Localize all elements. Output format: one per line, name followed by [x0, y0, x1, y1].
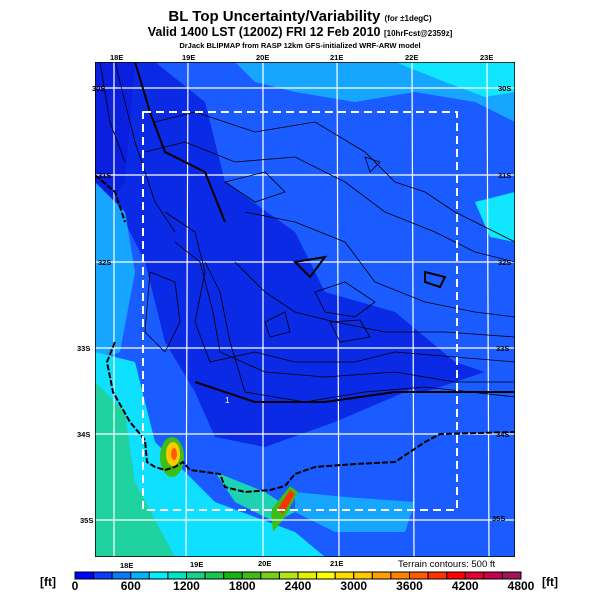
- lat-label-left: 31S: [98, 171, 112, 180]
- colorbar-swatch: [93, 571, 113, 580]
- title-note: (for ±1degC): [384, 14, 432, 23]
- thick-contours: [134, 61, 515, 403]
- colorbar: [74, 571, 522, 580]
- terrain-contour-note: Terrain contours: 500 ft: [398, 559, 496, 570]
- inner-domain-box: [142, 111, 458, 511]
- colorbar-tick-label: 600: [120, 579, 141, 593]
- map-canvas: 1: [94, 61, 516, 558]
- colorbar-unit-right: [ft]: [542, 575, 558, 589]
- colorbar-swatch: [241, 571, 262, 580]
- map-title: BL Top Uncertainty/Variability (for ±1de…: [0, 8, 600, 25]
- colorbar-tick-label: 3600: [396, 579, 423, 593]
- colorbar-tick-label: 1200: [173, 579, 200, 593]
- valid-time: Valid 1400 LST (1200Z) FRI 12 Feb 2010 […: [0, 25, 600, 39]
- lat-label-right: 34S: [496, 430, 510, 439]
- colorbar-swatch: [204, 571, 225, 580]
- lat-label-left: 30S: [92, 84, 106, 93]
- colorbar-swatch: [371, 571, 392, 580]
- model-credit: DrJack BLIPMAP from RASP 12km GFS-initia…: [179, 41, 421, 50]
- lon-label-bottom: 18E: [120, 561, 134, 570]
- colorbar-swatch: [316, 571, 336, 580]
- lon-label-bottom: 19E: [190, 560, 204, 569]
- colorbar-swatch: [483, 571, 503, 580]
- forecast-map: 1: [94, 61, 516, 558]
- coastal-zone: [95, 382, 175, 557]
- colorbar-swatch: [446, 571, 466, 580]
- title-text: BL Top Uncertainty/Variability: [168, 8, 381, 25]
- colorbar-tick-label: 2400: [284, 579, 312, 593]
- colorbar-swatch: [167, 571, 187, 580]
- colorbar-swatch: [427, 571, 448, 580]
- high-zone: [277, 490, 295, 514]
- colorbar-swatch: [260, 571, 280, 580]
- terrain-contours: [99, 61, 516, 403]
- lon-label-top: 22E: [405, 53, 419, 62]
- colorbar-unit-left: [ft]: [40, 575, 56, 589]
- low-variability-zone: [345, 352, 485, 392]
- lon-label-top: 19E: [182, 53, 196, 62]
- colorbar-swatch: [409, 571, 429, 580]
- moderate-zone: [295, 492, 415, 532]
- lon-label-top: 20E: [256, 53, 270, 62]
- lat-label-right: 33S: [496, 344, 510, 353]
- lat-lon-grid: [95, 61, 515, 558]
- colorbar-swatch: [353, 571, 373, 580]
- lat-label-left: 32S: [98, 258, 112, 267]
- moderate-zone: [95, 182, 135, 362]
- colorbar-swatch: [186, 571, 206, 580]
- point-marker-label: 1: [225, 396, 230, 405]
- lat-label-right: 32S: [498, 258, 512, 267]
- lat-label-left: 35S: [80, 516, 94, 525]
- moderate-zone: [475, 192, 515, 242]
- lat-label-right: 35S: [492, 514, 506, 523]
- colorbar-swatch: [74, 571, 95, 580]
- colorbar-swatch: [390, 571, 410, 580]
- colorbar-swatch: [111, 571, 132, 580]
- lon-label-top: 21E: [330, 53, 344, 62]
- colorbar-tick-label: 0: [71, 579, 79, 593]
- valid-text: Valid 1400 LST (1200Z) FRI 12 Feb 2010: [147, 25, 381, 39]
- high-zone: [171, 448, 177, 460]
- colorbar-swatch: [297, 571, 318, 580]
- lat-label-left: 33S: [77, 344, 91, 353]
- colorbar-tick-label: 1800: [228, 579, 256, 593]
- colorbar-swatch: [334, 571, 355, 580]
- lon-label-bottom: 21E: [330, 559, 344, 568]
- colorbar-swatch: [223, 571, 243, 580]
- colorbar-swatch: [278, 571, 299, 580]
- colorbar-tick-label: 3000: [340, 579, 368, 593]
- low-variability-zone: [95, 62, 455, 447]
- forecast-note: [10hrFcst@2359z]: [383, 29, 453, 38]
- coastal-zone: [95, 352, 325, 557]
- lat-label-right: 31S: [498, 171, 512, 180]
- colorbar-tick-label: 4800: [507, 579, 535, 593]
- lat-label-right: 30S: [498, 84, 512, 93]
- lat-label-left: 34S: [77, 430, 91, 439]
- colorbar-tick-label: 4200: [451, 579, 479, 593]
- coastline: [94, 174, 516, 494]
- colorbar-swatch: [501, 571, 522, 580]
- colorbar-swatch: [464, 571, 485, 580]
- lon-label-top: 18E: [110, 53, 124, 62]
- lon-label-bottom: 20E: [258, 559, 272, 568]
- lon-label-top: 23E: [480, 53, 494, 62]
- colorbar-swatch: [130, 571, 150, 580]
- colorbar-swatch: [148, 571, 169, 580]
